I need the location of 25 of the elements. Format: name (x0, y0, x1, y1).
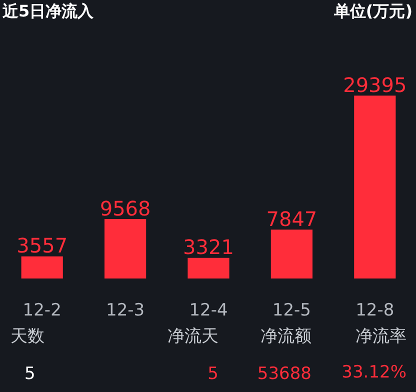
bar (354, 96, 396, 278)
text: 53688 (257, 364, 312, 384)
x-tick-label: 12-2 (22, 300, 62, 320)
data-label: 3557 (16, 234, 68, 258)
x-tick-label: 12-3 (106, 300, 145, 320)
bar (188, 258, 230, 278)
bar (21, 256, 63, 278)
data-label: 7847 (266, 207, 318, 232)
text: 天数 (10, 326, 44, 346)
chart-subtitle: 单位(万元) (332, 1, 412, 20)
bar (270, 230, 312, 278)
text: 5 (208, 364, 219, 384)
data-label: 29395 (343, 72, 407, 97)
x-tick-label: 12-4 (189, 300, 228, 320)
text: 净流天 (168, 326, 218, 346)
text: 33.12% (342, 362, 407, 382)
text: 5 (24, 364, 36, 384)
x-tick-label: 12-8 (356, 300, 394, 320)
text: 净流额 (260, 326, 312, 346)
bar (104, 218, 146, 278)
x-tick-label: 12-5 (272, 300, 312, 320)
text: 净流率 (356, 326, 406, 346)
chart-title: 近5日净流入 (2, 1, 95, 20)
data-label: 9568 (100, 196, 151, 220)
data-label: 3321 (183, 235, 234, 260)
